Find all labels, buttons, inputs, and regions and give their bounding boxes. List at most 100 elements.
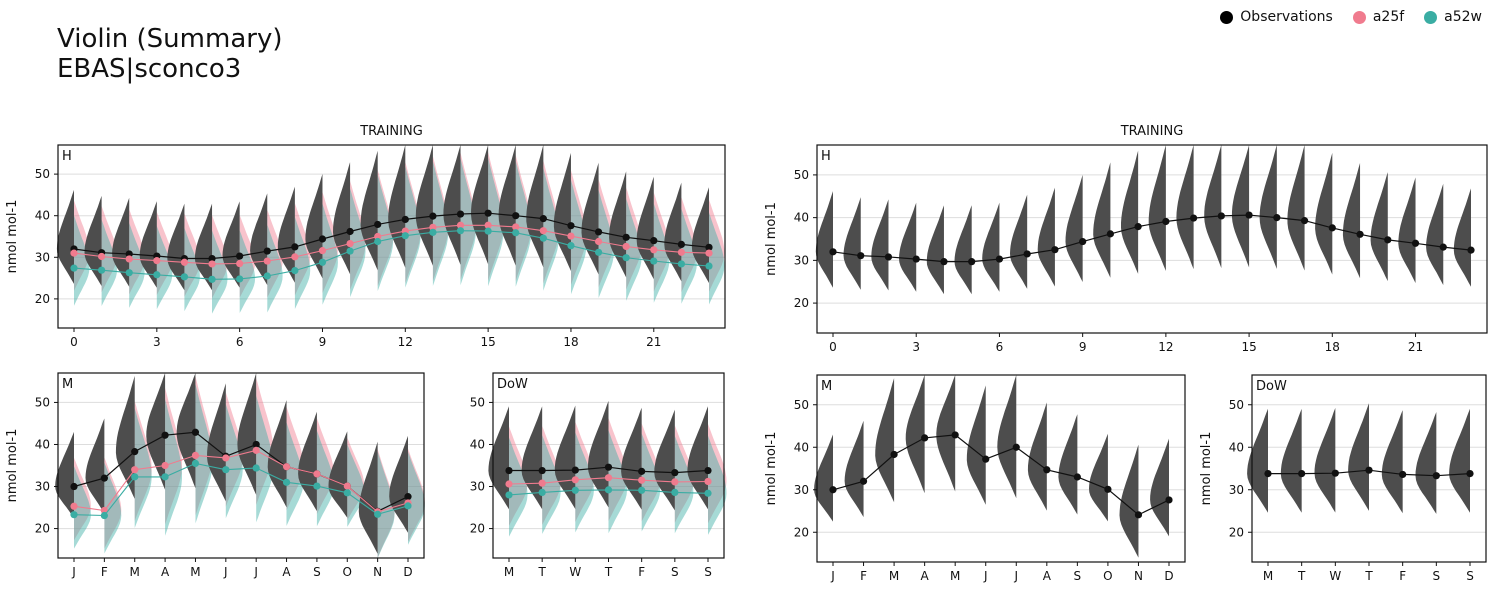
y-tick-label: 40 [794, 440, 809, 454]
violin-a52w [515, 161, 532, 287]
violin-a52w [347, 444, 365, 527]
violin-a25f [286, 407, 304, 511]
violin-observations [926, 205, 944, 295]
figure-title: Violin (Summary) EBAS|sconco3 [57, 24, 282, 84]
violin-a25f [225, 392, 243, 507]
y-tick-label: 50 [1229, 398, 1244, 412]
data-point-a25f [222, 454, 230, 462]
x-tick-label: M [950, 569, 960, 583]
data-point-observations [604, 463, 613, 471]
violin-a52w [74, 215, 90, 306]
data-point-a52w [650, 257, 658, 265]
data-point-a25f [343, 482, 351, 490]
violin-observations [1280, 408, 1302, 513]
data-point-a52w [161, 473, 169, 481]
data-point-observations [1273, 214, 1281, 222]
x-tick-label: T [604, 565, 613, 579]
violin-observations [621, 407, 642, 510]
series-line-a25f [73, 449, 409, 513]
data-point-a52w [318, 258, 327, 266]
y-tick-label: 50 [35, 395, 50, 409]
violin-observations [1037, 187, 1055, 287]
y-axis-label: nmol mol-1 [1199, 432, 1214, 506]
violin-a52w [212, 230, 228, 314]
violin-a25f [460, 152, 476, 280]
violin-a25f [347, 437, 365, 521]
data-point-a52w [604, 486, 613, 494]
data-point-observations [191, 428, 200, 436]
x-tick-label: M [130, 565, 140, 579]
data-point-observations [884, 253, 893, 261]
y-tick-label: 20 [794, 525, 809, 539]
violin-a25f [488, 152, 504, 281]
series-line-a52w [73, 462, 409, 517]
data-point-observations [1399, 470, 1407, 479]
data-point-a25f [429, 223, 437, 231]
x-tick-label: M [504, 565, 514, 579]
violin-a25f [256, 378, 274, 505]
data-point-observations [1051, 246, 1059, 254]
violin-a25f [405, 161, 421, 284]
violin-observations [1314, 407, 1336, 513]
data-point-observations [263, 247, 271, 255]
data-point-observations [1245, 211, 1253, 219]
violin-observations [55, 431, 74, 519]
data-point-a25f [291, 253, 299, 261]
x-tick-label: O [1103, 569, 1112, 583]
data-point-a52w [404, 502, 412, 510]
violin-a25f [515, 155, 532, 281]
data-point-observations [429, 212, 437, 220]
data-point-a52w [704, 489, 712, 497]
data-point-a52w [638, 486, 646, 494]
violin-observations [1119, 444, 1139, 558]
violin-a52w [509, 437, 528, 537]
y-tick-label: 50 [470, 395, 485, 409]
data-point-observations [638, 467, 646, 475]
data-point-observations [677, 240, 685, 249]
axes-frame [816, 144, 1488, 334]
data-point-observations [456, 210, 465, 218]
data-point-a25f [705, 249, 713, 257]
violin-observations [1121, 150, 1139, 274]
data-point-a25f [671, 478, 679, 486]
x-tick-label: S [313, 565, 321, 579]
data-point-a52w [70, 511, 78, 519]
panel-h-0: TRAINING H 20 30 40 50 nmol mol-1 0 3 6 9 12 15 18 21 [5, 124, 726, 349]
data-point-observations [622, 233, 630, 241]
violin-observations [415, 145, 433, 266]
violin-observations [443, 145, 461, 265]
data-point-observations [940, 258, 948, 266]
violin-a25f [294, 203, 311, 296]
data-point-observations [100, 474, 108, 482]
violin-a52w [239, 230, 256, 314]
violin-observations [298, 411, 317, 512]
y-tick-label: 50 [794, 398, 809, 412]
legend-marker-a25f [1352, 10, 1366, 24]
violin-a25f [709, 199, 725, 292]
data-point-a25f [125, 255, 133, 263]
violin-a25f [322, 192, 338, 294]
data-point-a52w [567, 242, 575, 250]
violin-observations [1176, 145, 1194, 270]
data-point-a52w [677, 260, 685, 268]
x-tick-label: N [1134, 569, 1143, 583]
violin-a52w [104, 462, 122, 554]
violin-a52w [674, 436, 694, 534]
x-tick-label: 21 [1408, 340, 1423, 354]
data-point-observations [1012, 443, 1020, 451]
data-point-observations [1079, 237, 1087, 246]
data-point-a25f [505, 480, 513, 488]
data-point-a25f [567, 232, 575, 240]
violin-observations [1415, 412, 1437, 514]
data-point-a25f [100, 506, 108, 515]
violin-a25f [608, 418, 627, 522]
violin-a25f [165, 387, 182, 525]
data-point-observations [291, 243, 299, 251]
y-tick-label: 30 [1229, 483, 1244, 497]
data-point-observations [1298, 470, 1306, 478]
violin-observations [609, 171, 627, 278]
data-point-observations [1466, 470, 1474, 478]
data-point-a52w [180, 273, 189, 281]
violin-observations [1398, 177, 1416, 284]
violin-a52w [350, 188, 366, 298]
